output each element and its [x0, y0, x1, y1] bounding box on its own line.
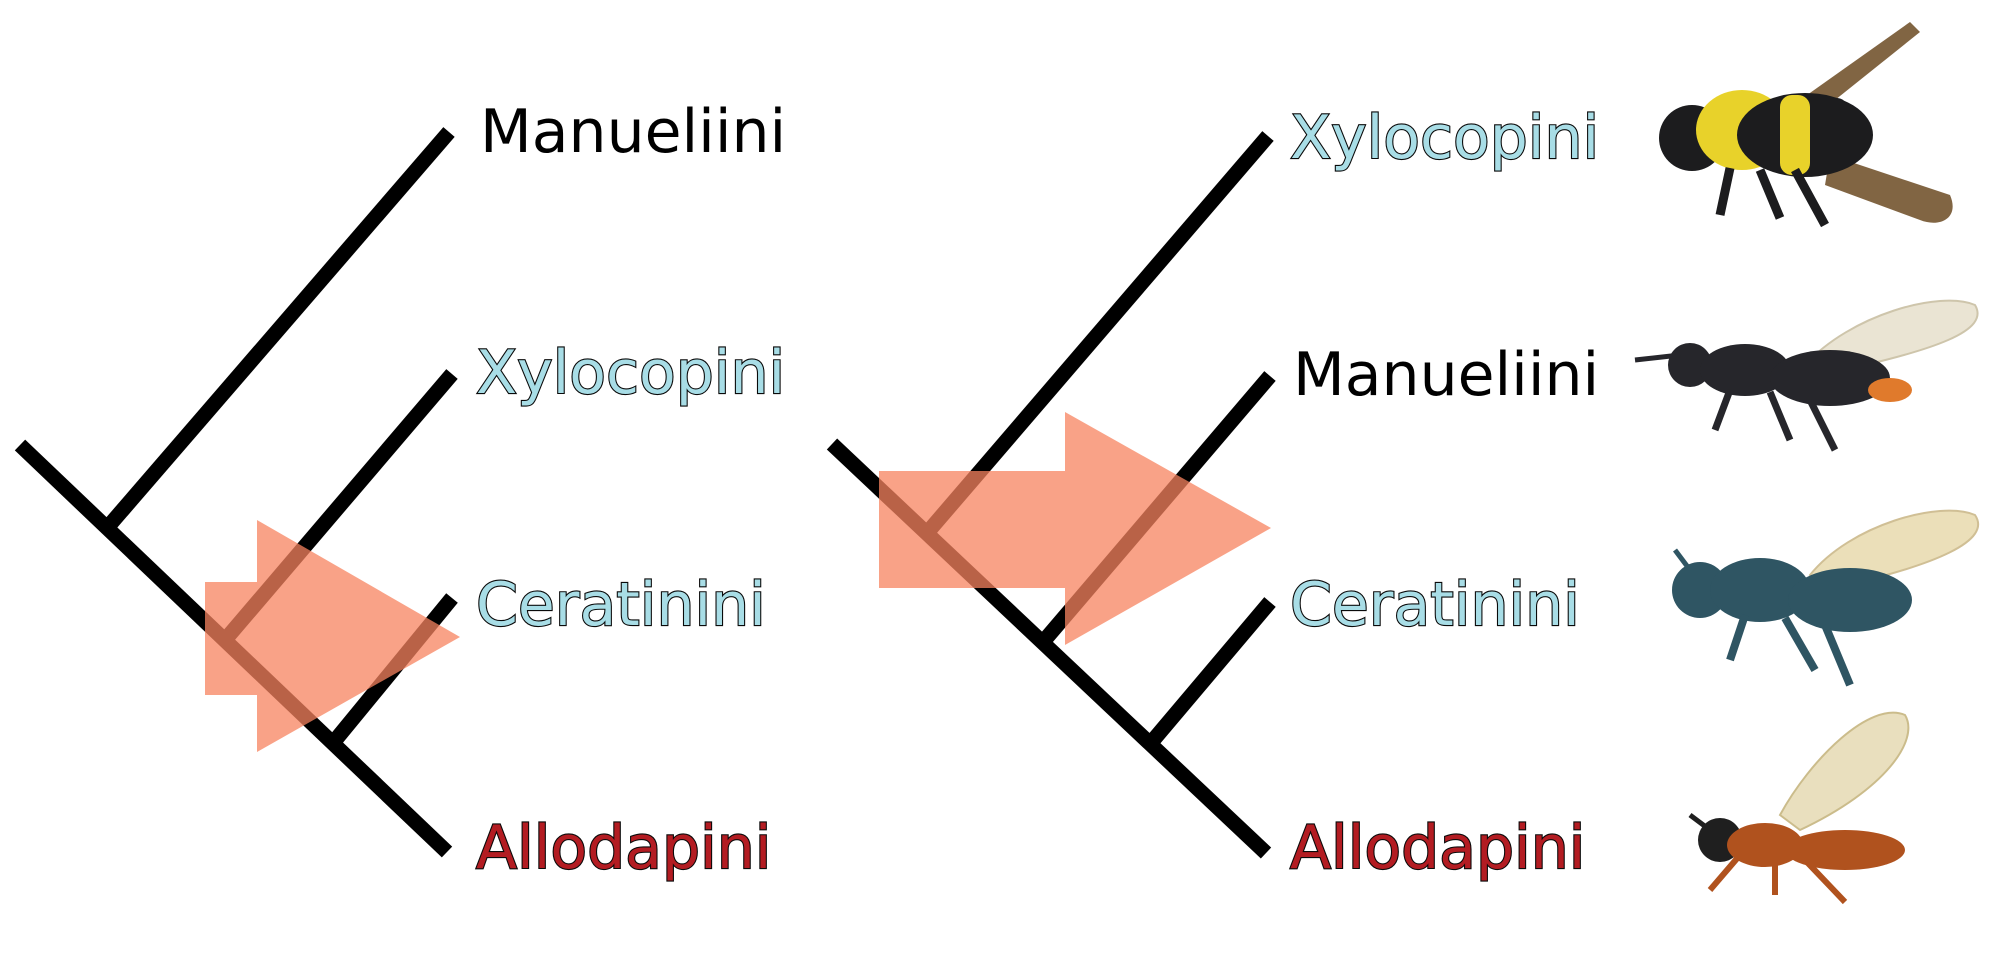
- bee-leg: [1791, 167, 1829, 228]
- bee-stripe: [1780, 95, 1810, 175]
- bee-leg: [1726, 613, 1749, 662]
- right-tip-label-4: Allodapini: [1290, 813, 1585, 883]
- bee-antenna: [1634, 352, 1681, 363]
- bee-head: [1672, 562, 1728, 618]
- bee-abdomen: [1785, 830, 1905, 870]
- bee-leg: [1711, 388, 1734, 432]
- left-tip-label-1: Manueliini: [480, 97, 786, 167]
- bee-leg: [1806, 398, 1839, 452]
- left-tree: [14, 127, 460, 858]
- bee-leg: [1755, 168, 1785, 220]
- left-tree-arrow: [205, 520, 460, 752]
- bee-photo-ceratinini: [1672, 509, 1980, 687]
- bee-wing: [1825, 155, 1953, 223]
- right-tree-branch-xylocopini: [921, 131, 1274, 538]
- bee-photo-allodapini: [1688, 711, 1910, 905]
- bee-thorax: [1710, 558, 1810, 622]
- bee-abdomen: [1788, 568, 1912, 632]
- bee-wing: [1800, 22, 1920, 112]
- right-tip-label-2: Manueliini: [1293, 340, 1599, 410]
- bee-antenna: [1688, 813, 1712, 832]
- bee-stripe: [1825, 98, 1847, 170]
- left-tip-label-2: Xylocopini: [476, 338, 785, 408]
- bee-abdomen: [1770, 350, 1890, 406]
- bee-leg: [1802, 857, 1848, 905]
- bee-leg: [1821, 623, 1854, 687]
- right-tree-arrow: [879, 412, 1271, 645]
- left-tree-branch-manueliini: [101, 127, 455, 533]
- left-tip-label-3: Ceratinini: [476, 570, 766, 640]
- bee-tail: [1868, 378, 1912, 402]
- right-tree: [826, 131, 1276, 859]
- bee-antenna: [1673, 548, 1692, 572]
- bee-leg: [1707, 853, 1743, 892]
- bee-leg: [1766, 390, 1794, 442]
- bee-thorax: [1700, 344, 1790, 396]
- right-tip-label-1: Xylocopini: [1290, 103, 1599, 173]
- right-tree-branch-ceratinini: [1144, 597, 1276, 749]
- bee-photo-manueliini: [1634, 299, 1979, 452]
- left-tip-label-4: Allodapini: [476, 813, 771, 883]
- bee-photo-xylocopini: [1659, 22, 1953, 228]
- bee-thorax: [1727, 823, 1803, 867]
- bee-leg: [1781, 616, 1819, 672]
- bee-wing: [1778, 711, 1910, 832]
- bee-leg: [1715, 167, 1735, 216]
- right-tip-label-3: Ceratinini: [1290, 570, 1580, 640]
